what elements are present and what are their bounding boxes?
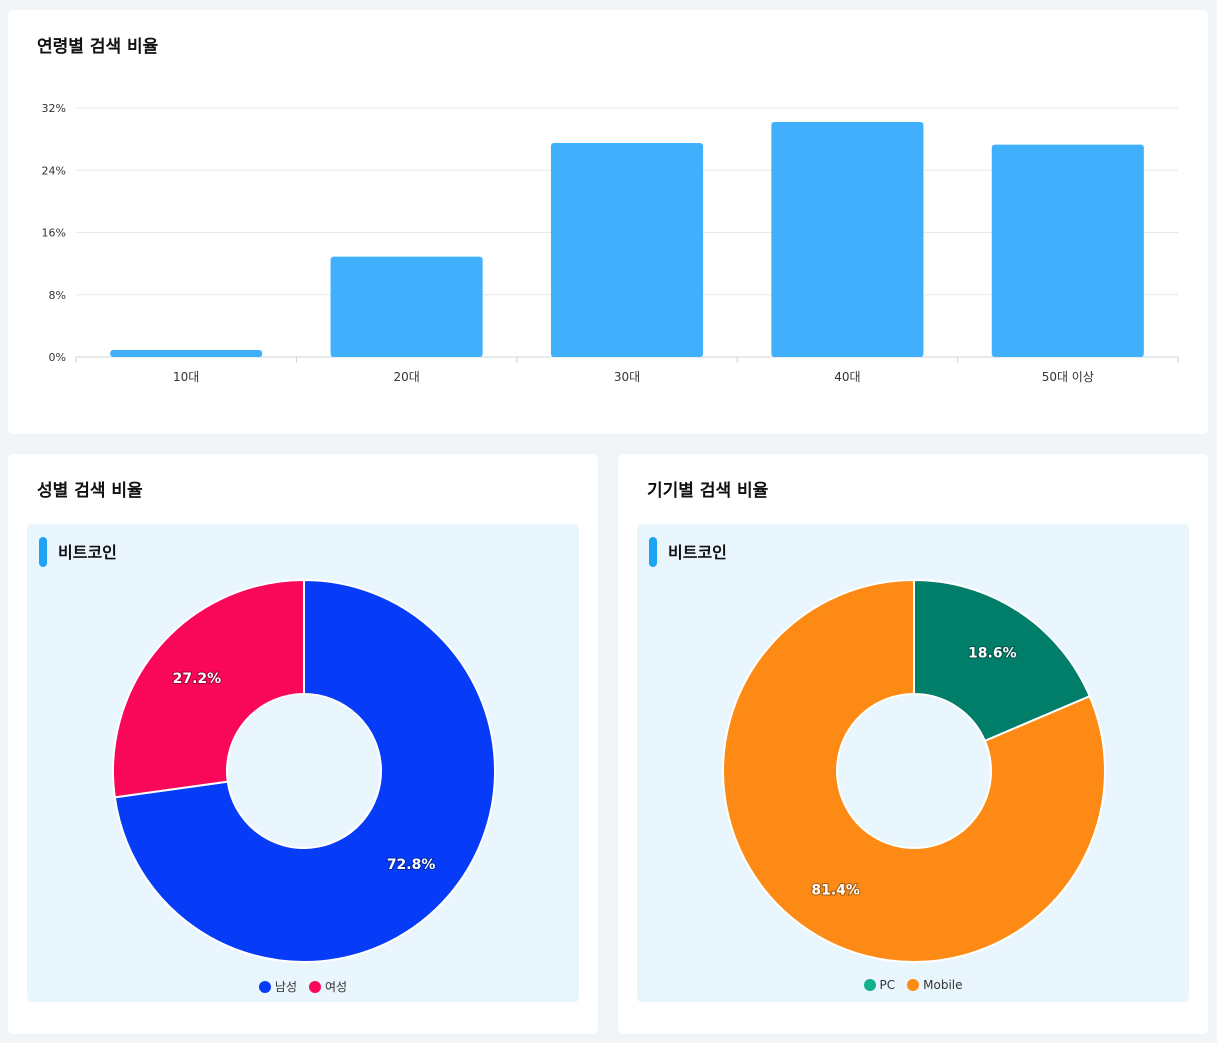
- x-category-label: 30대: [614, 370, 640, 384]
- x-category-label: 20대: [393, 370, 419, 384]
- age-chart-title: 연령별 검색 비율: [37, 37, 159, 57]
- device-slice-2[interactable]: [722, 578, 1106, 963]
- legend-item[interactable]: PC: [863, 978, 896, 992]
- bar-5[interactable]: [991, 144, 1144, 357]
- legend-dot: [907, 979, 920, 991]
- y-tick-label: 8%: [49, 289, 66, 302]
- age-bar-chart: 0% 8% 16% 24% 32% 10대 20대 30대 40대 50대 이상: [42, 102, 1179, 384]
- x-category-label: 10대: [173, 370, 199, 384]
- age-chart-card: 연령별 검색 비율 0% 8% 16% 24% 32% 10대 20대 30대 40대 50대 이…: [8, 10, 1208, 434]
- legend-item[interactable]: 여성: [309, 978, 347, 995]
- gender-slice-label: 72.8%: [387, 857, 436, 873]
- panel-marker: [39, 537, 47, 567]
- device-slice-1[interactable]: [913, 578, 1092, 743]
- device-slice-label: 18.6%: [968, 646, 1017, 662]
- bar-4[interactable]: [771, 122, 924, 357]
- bar-1[interactable]: [110, 349, 263, 357]
- gender-slice-2[interactable]: [112, 578, 305, 799]
- gender-legend: 남성 여성: [27, 978, 579, 995]
- gender-donut-chart: 72.8% 27.2%: [112, 578, 496, 963]
- legend-label: 여성: [325, 980, 348, 994]
- legend-item[interactable]: Mobile: [907, 978, 963, 992]
- legend-label: 남성: [274, 980, 297, 994]
- y-tick-label: 24%: [42, 164, 66, 177]
- device-legend: PC Mobile: [637, 978, 1189, 992]
- y-tick-label: 32%: [42, 102, 66, 115]
- y-tick-label: 0%: [49, 351, 66, 364]
- legend-label: Mobile: [923, 978, 963, 992]
- gender-slice-1[interactable]: [113, 578, 496, 963]
- bar-3[interactable]: [550, 143, 704, 357]
- panel-marker: [649, 537, 657, 567]
- legend-dot: [309, 980, 321, 993]
- device-slice-label: 81.4%: [811, 882, 860, 898]
- device-chart-panel: 비트코인 18.6% 81.4% PC Mobile: [637, 524, 1189, 1002]
- x-category-label: 50대 이상: [1042, 370, 1094, 384]
- device-chart-title: 기기별 검색 비율: [647, 481, 769, 501]
- device-panel-title: 비트코인: [668, 543, 727, 562]
- legend-label: PC: [879, 978, 896, 992]
- x-category-label: 40대: [834, 370, 860, 384]
- gender-slice-label: 27.2%: [173, 671, 222, 687]
- legend-item[interactable]: 남성: [258, 978, 297, 995]
- legend-dot: [863, 979, 876, 991]
- gender-chart-title: 성별 검색 비율: [37, 481, 143, 501]
- gender-chart-panel: 비트코인 72.8% 27.2% 남성 여성: [27, 524, 579, 1002]
- gender-chart-card: 성별 검색 비율 비트코인 72.8% 27.2% 남성 여성: [8, 454, 598, 1034]
- gender-panel-title: 비트코인: [58, 543, 117, 562]
- bar-2[interactable]: [330, 256, 483, 357]
- device-chart-card: 기기별 검색 비율 비트코인 18.6% 81.4% PC Mobile: [618, 454, 1208, 1034]
- legend-dot: [258, 980, 271, 993]
- device-donut-chart: 18.6% 81.4%: [722, 578, 1106, 963]
- y-tick-label: 16%: [42, 227, 66, 240]
